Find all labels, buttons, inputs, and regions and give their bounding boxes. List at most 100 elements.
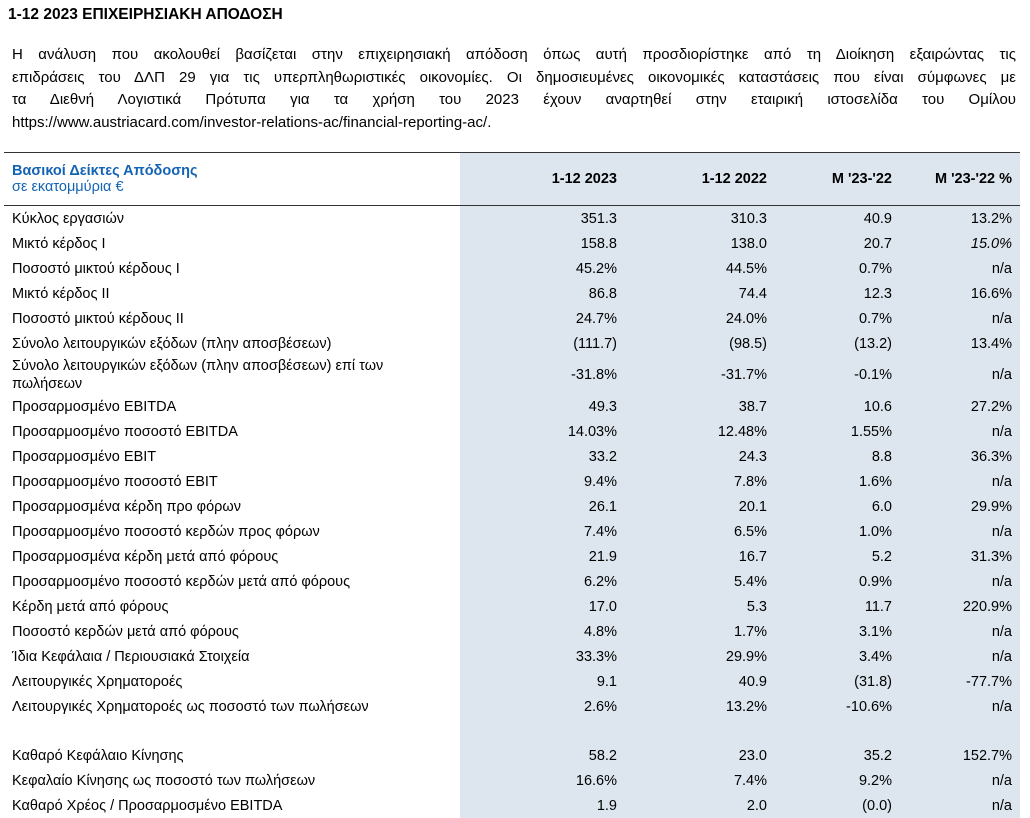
row-label: Κέρδη μετά από φόρους bbox=[12, 598, 169, 615]
row-label: Προσαρμοσμένα κέρδη προ φόρων bbox=[12, 498, 241, 515]
data-row: Καθαρό Χρέος / Προσαρμοσμένο EBITDA 1.9 2.… bbox=[4, 793, 1020, 818]
value-cell: 4.8% bbox=[460, 619, 625, 644]
value-cell: 0.7% bbox=[775, 256, 900, 281]
value-cell: 26.1 bbox=[460, 494, 625, 519]
row-label: Σύνολο λειτουργικών εξόδων (πλην αποσβέσ… bbox=[12, 335, 332, 352]
value-cell: 8.8 bbox=[775, 444, 900, 469]
row-label: Λειτουργικές Χρηματοροές ως ποσοστό των … bbox=[12, 698, 369, 715]
value-cell: 1.9 bbox=[460, 793, 625, 818]
data-row: Κεφαλαίο Κίνησης ως ποσοστό των πωλήσεων… bbox=[4, 768, 1020, 793]
value-cell: 9.4% bbox=[460, 469, 625, 494]
value-cell: 12.48% bbox=[625, 419, 775, 444]
table-title: Βασικοί Δείκτες Απόδοσης bbox=[12, 163, 198, 179]
value-cell: 13.4% bbox=[900, 331, 1020, 356]
row-label: Ποσοστό κερδών μετά από φόρους bbox=[12, 623, 239, 640]
row-label: Προσαρμοσμένα κέρδη μετά από φόρους bbox=[12, 548, 279, 565]
row-label: Ποσοστό μικτού κέρδους II bbox=[12, 310, 184, 327]
data-row: Καθαρό Κεφάλαιο Κίνησης 58.2 23.0 35.2 152.7… bbox=[4, 743, 1020, 768]
value-cell: 220.9% bbox=[900, 594, 1020, 619]
value-cell: 158.8 bbox=[460, 231, 625, 256]
row-label: Προσαρμοσμένο ποσοστό κερδών προς φόρων bbox=[12, 523, 320, 540]
value-cell: 40.9 bbox=[775, 205, 900, 231]
value-cell: 27.2% bbox=[900, 394, 1020, 419]
value-cell: 21.9 bbox=[460, 544, 625, 569]
row-label: Κεφαλαίο Κίνησης ως ποσοστό των πωλήσεων bbox=[12, 772, 316, 789]
value-cell: 12.3 bbox=[775, 281, 900, 306]
column-header: 1-12 2022 bbox=[625, 152, 775, 206]
value-cell: 29.9% bbox=[625, 644, 775, 669]
value-cell: 9.2% bbox=[775, 768, 900, 793]
value-cell: (31.8) bbox=[775, 669, 900, 694]
value-cell: 310.3 bbox=[625, 205, 775, 231]
row-label: Καθαρό Χρέος / Προσαρμοσμένο EBITDA bbox=[12, 797, 283, 814]
data-row: Λειτουργικές Χρηματοροές 9.1 40.9 (31.8) -77… bbox=[4, 669, 1020, 694]
row-label: Σύνολο λειτουργικών εξόδων (πλην αποσβέσ… bbox=[12, 358, 384, 392]
value-cell: 31.3% bbox=[900, 544, 1020, 569]
data-row: Κύκλος εργασιών 351.3 310.3 40.9 13.2% bbox=[4, 205, 1020, 231]
value-cell: n/a bbox=[900, 356, 1020, 394]
value-cell: -31.8% bbox=[460, 356, 625, 394]
row-label: Προσαρμοσμένο EBIT bbox=[12, 448, 157, 465]
spacer-cell bbox=[775, 719, 900, 743]
value-cell: 2.0 bbox=[625, 793, 775, 818]
value-cell: n/a bbox=[900, 519, 1020, 544]
data-row: Ποσοστό μικτού κέρδους II 24.7% 24.0% 0.7% n… bbox=[4, 306, 1020, 331]
value-cell: 20.7 bbox=[775, 231, 900, 256]
value-cell: 1.6% bbox=[775, 469, 900, 494]
value-cell: 1.0% bbox=[775, 519, 900, 544]
data-row: Προσαρμοσμένο ποσοστό κερδών προς φόρων 7… bbox=[4, 519, 1020, 544]
data-row: Λειτουργικές Χρηματοροές ως ποσοστό των … bbox=[4, 694, 1020, 719]
header-row: Βασικοί Δείκτες Απόδοσης σε εκατομμύρια €… bbox=[4, 152, 1020, 206]
value-cell: n/a bbox=[900, 768, 1020, 793]
value-cell: 13.2% bbox=[625, 694, 775, 719]
data-row: Προσαρμοσμένο EBIT 33.2 24.3 8.8 36.3% bbox=[4, 444, 1020, 469]
value-cell: 20.1 bbox=[625, 494, 775, 519]
value-cell: 38.7 bbox=[625, 394, 775, 419]
value-cell: 7.8% bbox=[625, 469, 775, 494]
data-row: Ίδια Κεφάλαια / Περιουσιακά Στοιχεία 33.3… bbox=[4, 644, 1020, 669]
row-label: Ίδια Κεφάλαια / Περιουσιακά Στοιχεία bbox=[12, 648, 250, 665]
data-row: Μικτό κέρδος I 158.8 138.0 20.7 15.0% bbox=[4, 231, 1020, 256]
value-cell: 7.4% bbox=[460, 519, 625, 544]
value-cell: 58.2 bbox=[460, 743, 625, 768]
data-row: Προσαρμοσμένα κέρδη προ φόρων 26.1 20.1 6.0… bbox=[4, 494, 1020, 519]
spacer-cell bbox=[625, 719, 775, 743]
value-cell: 10.6 bbox=[775, 394, 900, 419]
value-cell: 33.2 bbox=[460, 444, 625, 469]
value-cell: 24.7% bbox=[460, 306, 625, 331]
value-cell: 74.4 bbox=[625, 281, 775, 306]
header-label: Βασικοί Δείκτες Απόδοσης σε εκατομμύρια € bbox=[4, 153, 460, 206]
spacer-cell bbox=[460, 719, 625, 743]
value-cell: 86.8 bbox=[460, 281, 625, 306]
row-label: Προσαρμοσμένο ποσοστό EBITDA bbox=[12, 423, 238, 440]
value-cell: 5.2 bbox=[775, 544, 900, 569]
value-cell: 3.1% bbox=[775, 619, 900, 644]
value-cell: n/a bbox=[900, 306, 1020, 331]
data-row: Προσαρμοσμένο ποσοστό κερδών μετά από φό… bbox=[4, 569, 1020, 594]
paragraph-line: τα Διεθνή Λογιστικά Πρότυπα για τα χρήση… bbox=[12, 91, 1016, 109]
data-row: Ποσοστό μικτού κέρδους I 45.2% 44.5% 0.7% n/… bbox=[4, 256, 1020, 281]
data-row: Προσαρμοσμένο EBITDA 49.3 38.7 10.6 27.2% bbox=[4, 394, 1020, 419]
value-cell: 29.9% bbox=[900, 494, 1020, 519]
data-row: Σύνολο λειτουργικών εξόδων (πλην αποσβέσ… bbox=[4, 331, 1020, 356]
value-cell: -0.1% bbox=[775, 356, 900, 394]
column-header: 1-12 2023 bbox=[460, 152, 625, 206]
row-label: Λειτουργικές Χρηματοροές bbox=[12, 673, 183, 690]
value-cell: n/a bbox=[900, 793, 1020, 818]
value-cell: 138.0 bbox=[625, 231, 775, 256]
value-cell: 24.0% bbox=[625, 306, 775, 331]
value-cell: 15.0% bbox=[900, 231, 1020, 256]
value-cell: (98.5) bbox=[625, 331, 775, 356]
value-cell: (111.7) bbox=[460, 331, 625, 356]
value-cell: 0.9% bbox=[775, 569, 900, 594]
value-cell: n/a bbox=[900, 256, 1020, 281]
data-row: Ποσοστό κερδών μετά από φόρους 4.8% 1.7% 3.… bbox=[4, 619, 1020, 644]
value-cell: 0.7% bbox=[775, 306, 900, 331]
value-cell: n/a bbox=[900, 644, 1020, 669]
row-label: Μικτό κέρδος II bbox=[12, 285, 110, 302]
paragraph-line: επιδράσεις του ΔΛΠ 29 για τις υπερπληθωρ… bbox=[12, 68, 1016, 86]
spacer-row bbox=[4, 719, 1020, 743]
value-cell: 16.6% bbox=[900, 281, 1020, 306]
value-cell: 351.3 bbox=[460, 205, 625, 231]
